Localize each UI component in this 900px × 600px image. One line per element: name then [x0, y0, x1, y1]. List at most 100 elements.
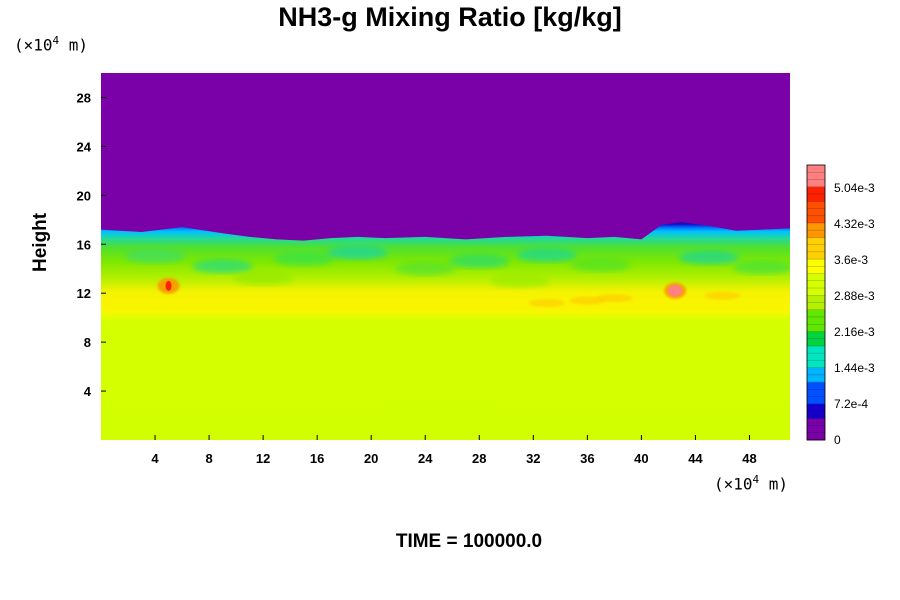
- x-tick-label: 24: [418, 451, 433, 466]
- field-patch: [273, 251, 334, 266]
- colorbar: 0 7.2e-4 1.44e-3 2.16e-3 2.88e-3 3.6e-3 4.32e-…: [806, 164, 875, 447]
- x-unit-suffix: m): [759, 474, 789, 494]
- colorbar-segment: [807, 411, 825, 419]
- colorbar-segment: [807, 259, 825, 267]
- field-patch: [395, 261, 456, 276]
- colorbar-segment: [807, 418, 825, 426]
- colorbar-segment: [807, 374, 825, 383]
- colorbar-segment: [807, 309, 825, 318]
- colorbar-segment: [807, 367, 825, 376]
- colorbar-segment: [807, 237, 825, 245]
- colorbar-segment: [807, 266, 825, 274]
- colorbar-tick-label: 2.16e-3: [834, 325, 875, 339]
- colorbar-tick-label: 7.2e-4: [834, 397, 868, 411]
- x-tick-label: 44: [688, 451, 703, 466]
- y-tick-label: 28: [77, 90, 91, 105]
- colorbar-tick-label: 4.32e-3: [834, 217, 875, 231]
- colorbar-segment: [807, 324, 825, 332]
- y-tick-label: 12: [77, 286, 91, 301]
- colorbar-segment: [807, 230, 825, 238]
- colorbar-segment: [807, 338, 825, 347]
- y-unit-prefix: (×10: [14, 35, 53, 55]
- colorbar-segment: [807, 280, 825, 289]
- colorbar-segment: [807, 208, 825, 216]
- field-patch-orange: [596, 294, 633, 303]
- colorbar-segment: [807, 273, 825, 282]
- y-tick-label: 16: [77, 237, 91, 252]
- colorbar-segment: [807, 432, 825, 441]
- colorbar-segment: [807, 382, 825, 390]
- x-tick-label: 12: [256, 451, 270, 466]
- field-patch: [732, 260, 790, 275]
- y-tick-label: 24: [77, 139, 92, 154]
- colorbar-segment: [807, 425, 825, 434]
- x-tick-label: 4: [151, 451, 159, 466]
- x-tick-label: 28: [472, 451, 486, 466]
- field-patch: [678, 250, 739, 265]
- colorbar-segment: [807, 165, 825, 173]
- x-tick-label: 20: [364, 451, 378, 466]
- x-unit-exp: 4: [752, 473, 760, 486]
- x-tick-label: 8: [205, 451, 212, 466]
- colorbar-segment: [807, 215, 825, 224]
- colorbar-tick-label: 2.88e-3: [834, 289, 875, 303]
- y-unit-suffix: m): [59, 35, 89, 55]
- colorbar-segment: [807, 201, 825, 209]
- x-tick-label: 40: [634, 451, 648, 466]
- colorbar-segment: [807, 389, 825, 397]
- colorbar-segment: [807, 179, 825, 188]
- y-tick-label: 20: [77, 188, 91, 203]
- colorbar-segment: [807, 244, 825, 253]
- colorbar-segment: [807, 222, 825, 231]
- x-tick-label: 48: [742, 451, 756, 466]
- colorbar-segment: [807, 251, 825, 260]
- time-label: TIME = 100000.0: [395, 531, 543, 552]
- field-patch-orange: [569, 296, 606, 305]
- colorbar-segment: [807, 316, 825, 325]
- field-patch: [192, 259, 253, 274]
- colorbar-tick-label: 3.6e-3: [834, 253, 868, 267]
- colorbar-segment: [807, 172, 825, 180]
- colorbar-segment: [807, 360, 825, 368]
- x-axis: 4 8 12 16 20 24 28 32 36 40 44 48: [151, 435, 757, 466]
- field-band-yellow: [101, 298, 790, 316]
- field-patch: [570, 258, 631, 273]
- y-tick-label: 4: [84, 384, 92, 399]
- x-tick-label: 36: [580, 451, 594, 466]
- y-tick-label: 8: [84, 335, 91, 350]
- field-patch: [125, 249, 186, 264]
- chart-title: NH3-g Mixing Ratio [kg/kg]: [278, 2, 622, 32]
- hotspot: [668, 284, 683, 297]
- x-tick-label: 32: [526, 451, 540, 466]
- colorbar-segment: [807, 295, 825, 303]
- colorbar-segment: [807, 302, 825, 311]
- y-axis: 4 8 12 16 20 24 28: [77, 90, 106, 399]
- field-patch: [516, 248, 577, 263]
- field-patch: [449, 254, 510, 269]
- field-patch: [489, 273, 550, 288]
- field-patch: [327, 245, 388, 260]
- colorbar-frame: [806, 164, 826, 441]
- colorbar-tick-label: 0: [834, 433, 841, 447]
- field-patch-orange: [704, 291, 741, 300]
- colorbar-segment: [807, 396, 825, 405]
- colorbar-segment: [807, 193, 825, 202]
- y-unit-exp: 4: [52, 34, 60, 47]
- x-unit-prefix: (×10: [714, 474, 753, 494]
- colorbar-segment: [807, 403, 825, 412]
- hotspot: [165, 280, 172, 291]
- x-axis-unit: (×104 m): [714, 473, 788, 493]
- plot-area: [101, 73, 790, 440]
- colorbar-tick-label: 1.44e-3: [834, 361, 875, 375]
- colorbar-tick-label: 5.04e-3: [834, 181, 875, 195]
- colorbar-segment: [807, 186, 825, 195]
- colorbar-segment: [807, 345, 825, 354]
- field-patch-orange: [528, 298, 565, 307]
- colorbar-segment: [807, 288, 825, 296]
- y-axis-unit: (×104 m): [14, 34, 88, 54]
- field-patch: [233, 271, 294, 286]
- x-tick-label: 16: [310, 451, 324, 466]
- colorbar-segment: [807, 353, 825, 361]
- colorbar-segment: [807, 331, 825, 339]
